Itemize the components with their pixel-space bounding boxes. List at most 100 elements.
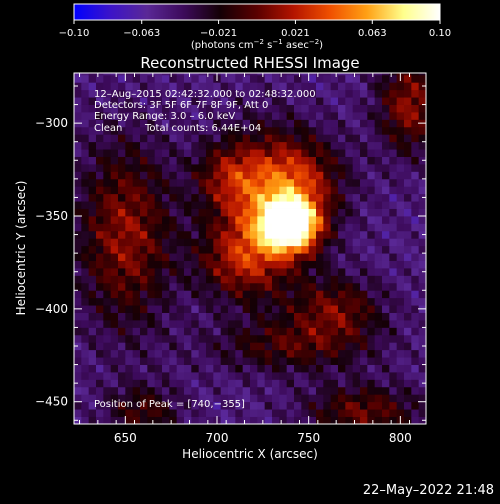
- heatmap-cell: [125, 268, 134, 276]
- heatmap-cell: [147, 104, 156, 113]
- heatmap-cell: [125, 401, 134, 410]
- heatmap-cell: [132, 327, 141, 336]
- heatmap-cell: [404, 312, 412, 321]
- heatmap-cell: [418, 275, 426, 284]
- heatmap-cell: [228, 372, 236, 380]
- heatmap-cell: [213, 253, 222, 261]
- heatmap-cell: [382, 119, 390, 128]
- heatmap-cell: [88, 164, 97, 172]
- heatmap-cell: [374, 171, 383, 180]
- heatmap-cell: [147, 268, 156, 276]
- heatmap-cell: [286, 97, 295, 105]
- heatmap-cell: [396, 97, 405, 105]
- heatmap-cell: [294, 320, 302, 328]
- heatmap-cell: [235, 334, 244, 343]
- heatmap-cell: [382, 260, 390, 269]
- heatmap-cell: [74, 394, 82, 403]
- heatmap-cell: [323, 216, 332, 224]
- heatmap-cell: [418, 386, 426, 395]
- heatmap-cell: [132, 290, 141, 299]
- heatmap-cell: [88, 416, 97, 424]
- heatmap-cell: [294, 312, 302, 321]
- heatmap-cell: [301, 171, 310, 180]
- heatmap-cell: [294, 97, 302, 105]
- heatmap-cell: [103, 290, 112, 299]
- heatmap-cell: [213, 342, 222, 351]
- heatmap-cell: [418, 372, 426, 380]
- heatmap-cell: [345, 149, 354, 157]
- heatmap-cell: [352, 208, 361, 217]
- heatmap-cell: [235, 112, 244, 120]
- heatmap-cell: [154, 260, 163, 269]
- heatmap-cell: [257, 208, 266, 217]
- heatmap-cell: [272, 134, 280, 143]
- heatmap-cell: [367, 164, 376, 172]
- heatmap-cell: [154, 357, 163, 365]
- heatmap-cell: [228, 327, 236, 336]
- heatmap-cell: [411, 104, 420, 113]
- heatmap-cell: [206, 193, 214, 202]
- heatmap-cell: [323, 268, 332, 276]
- heatmap-cell: [235, 275, 244, 284]
- heatmap-cell: [382, 82, 390, 91]
- heatmap-cell: [242, 97, 251, 105]
- heatmap-cell: [228, 320, 236, 328]
- heatmap-cell: [294, 253, 302, 261]
- heatmap-cell: [286, 342, 295, 351]
- heatmap-cell: [257, 275, 266, 284]
- heatmap-cell: [272, 334, 280, 343]
- heatmap-cell: [404, 149, 412, 157]
- heatmap-cell: [330, 245, 339, 254]
- heatmap-cell: [411, 112, 420, 120]
- heatmap-cell: [162, 156, 170, 165]
- heatmap-cell: [162, 193, 170, 202]
- heatmap-cell: [374, 268, 383, 276]
- heatmap-cell: [74, 201, 82, 209]
- heatmap-cell: [228, 357, 236, 365]
- heatmap-cell: [147, 357, 156, 365]
- heatmap-cell: [374, 320, 383, 328]
- heatmap-cell: [242, 334, 251, 343]
- heatmap-cell: [352, 253, 361, 261]
- heatmap-cell: [96, 416, 104, 424]
- heatmap-cell: [330, 416, 339, 424]
- heatmap-cell: [228, 193, 236, 202]
- heatmap-cell: [374, 73, 383, 76]
- heatmap-cell: [74, 112, 82, 120]
- heatmap-cell: [242, 379, 251, 388]
- heatmap-cell: [396, 282, 405, 291]
- heatmap-cell: [242, 104, 251, 113]
- heatmap-cell: [147, 134, 156, 143]
- x-tick-label: 800: [389, 431, 412, 445]
- heatmap-cell: [162, 82, 170, 91]
- heatmap-cell: [396, 149, 405, 157]
- heatmap-cell: [396, 208, 405, 217]
- heatmap-cell: [154, 141, 163, 150]
- heatmap-cell: [301, 245, 310, 254]
- heatmap-cell: [279, 171, 288, 180]
- heatmap-cell: [272, 260, 280, 269]
- heatmap-cell: [382, 141, 390, 150]
- heatmap-cell: [411, 156, 420, 165]
- heatmap-cell: [132, 260, 141, 269]
- heatmap-cell: [389, 349, 398, 358]
- heatmap-cell: [110, 208, 119, 217]
- heatmap-cell: [81, 73, 90, 76]
- heatmap-cell: [96, 268, 104, 276]
- heatmap-cell: [81, 253, 90, 261]
- heatmap-cell: [220, 186, 229, 195]
- heatmap-cell: [235, 149, 244, 157]
- heatmap-cell: [404, 245, 412, 254]
- heatmap-cell: [110, 320, 119, 328]
- heatmap-cell: [257, 253, 266, 261]
- heatmap-cell: [404, 178, 412, 187]
- heatmap-cell: [88, 171, 97, 180]
- heatmap-cell: [316, 223, 324, 232]
- annotation-time-range: 12–Aug–2015 02:42:32.000 to 02:48:32.000: [94, 89, 316, 100]
- heatmap-cell: [125, 230, 134, 239]
- heatmap-cell: [367, 386, 376, 395]
- heatmap-cell: [338, 245, 346, 254]
- heatmap-cell: [338, 357, 346, 365]
- heatmap-cell: [96, 312, 104, 321]
- heatmap-cell: [88, 349, 97, 358]
